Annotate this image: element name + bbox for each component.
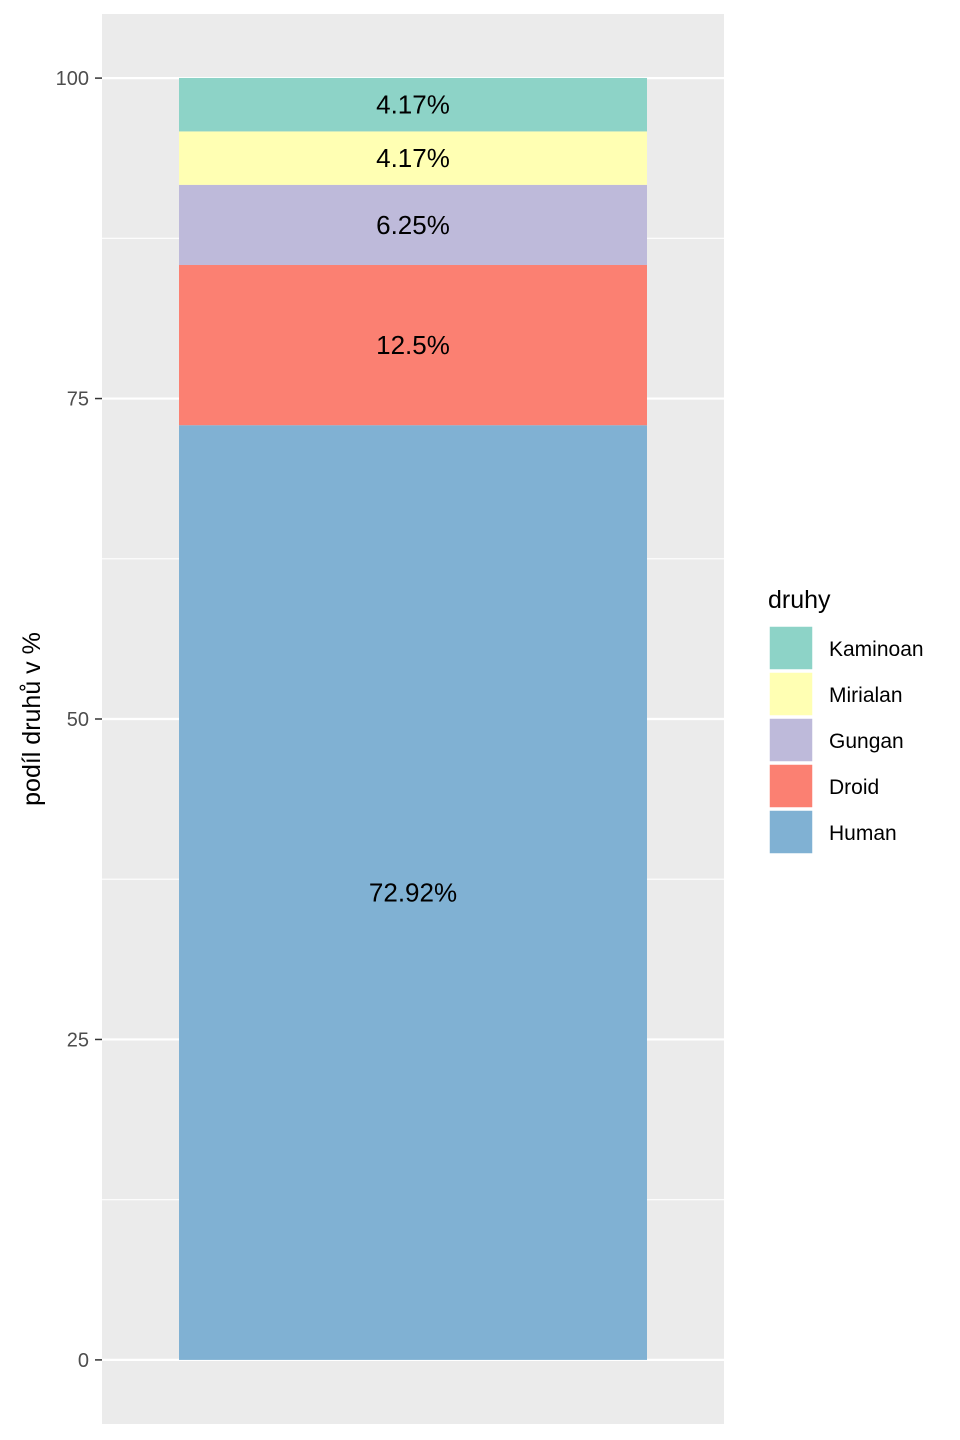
y-tick-label: 75 xyxy=(67,389,89,411)
segment-label-droid: 12.5% xyxy=(376,330,450,360)
y-axis: 0 25 50 75 100 xyxy=(56,68,102,1372)
legend-label-gungan: Gungan xyxy=(829,730,904,753)
bar-segments xyxy=(179,77,647,1360)
legend-label-droid: Droid xyxy=(829,776,879,799)
bar-segment-droid xyxy=(179,264,647,426)
y-tick-label: 50 xyxy=(67,709,89,731)
y-tick-label: 100 xyxy=(56,68,89,90)
bar-segment-kaminoan xyxy=(179,77,647,132)
legend: druhy Kaminoan Mirialan Gungan Droid Human xyxy=(768,586,924,855)
legend-label-kaminoan: Kaminoan xyxy=(829,638,924,661)
bar-segment-human xyxy=(179,425,647,1360)
legend-label-human: Human xyxy=(829,822,897,845)
y-tick-label: 25 xyxy=(67,1029,89,1051)
segment-label-gungan: 6.25% xyxy=(376,210,450,240)
legend-key-gungan xyxy=(768,717,814,763)
legend-title: druhy xyxy=(768,586,831,614)
bar-segment-mirialan xyxy=(179,131,647,185)
legend-key-mirialan xyxy=(768,671,814,717)
y-tick-label: 0 xyxy=(78,1350,89,1372)
segment-label-kaminoan: 4.17% xyxy=(376,90,450,120)
legend-key-human xyxy=(768,809,814,855)
legend-key-droid xyxy=(768,763,814,809)
y-axis-title: podíl druhů v % xyxy=(18,632,46,806)
segment-label-mirialan: 4.17% xyxy=(376,143,450,173)
legend-key-kaminoan xyxy=(768,625,814,671)
bar-segment-gungan xyxy=(179,184,647,265)
segment-labels: 72.92% 12.5% 6.25% 4.17% 4.17% xyxy=(369,90,457,908)
segment-label-human: 72.92% xyxy=(369,878,457,908)
legend-label-mirialan: Mirialan xyxy=(829,684,903,707)
